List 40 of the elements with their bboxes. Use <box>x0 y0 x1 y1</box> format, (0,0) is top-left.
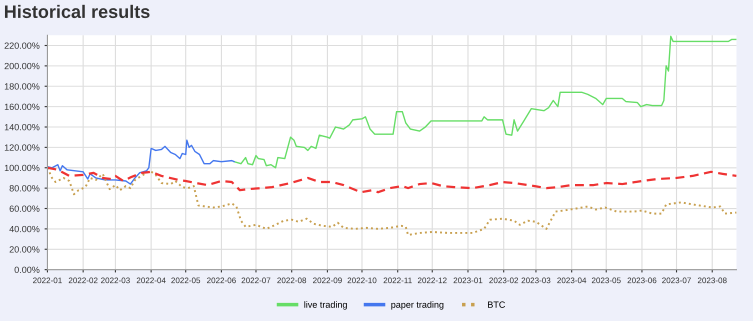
line-series <box>47 140 235 185</box>
y-tick-label: 40.00% <box>9 226 40 232</box>
x-tick-label: 2023-02 <box>489 277 518 284</box>
y-tick-label: 100.00% <box>4 164 40 172</box>
x-tick-label: 2022-06 <box>207 277 236 284</box>
y-tick-label: 0.00% <box>14 266 40 273</box>
x-tick-label: 2023-06 <box>628 277 656 284</box>
y-tick-label: 200.00% <box>4 62 40 70</box>
legend-label: live trading <box>304 301 347 310</box>
y-tick-label: 160.00% <box>4 104 40 110</box>
y-tick-label: 120.00% <box>4 144 40 151</box>
x-tick-label: 2023-01 <box>454 277 482 284</box>
x-tick-label: 2023-08 <box>698 277 727 284</box>
line-series <box>233 36 736 168</box>
x-tick-label: 2023-07 <box>662 277 691 284</box>
legend-label: BTC <box>488 301 506 308</box>
x-tick-label: 2023-05 <box>592 277 621 284</box>
x-tick-label: 2022-11 <box>384 277 412 284</box>
line-series <box>47 166 736 194</box>
x-tick-label: 2022-02 <box>68 277 98 284</box>
x-tick-label: 2022-04 <box>136 277 166 284</box>
x-tick-label: 2023-03 <box>522 277 550 284</box>
y-tick-label: 80.00% <box>10 185 40 192</box>
y-tick-label: 60.00% <box>10 205 40 212</box>
y-tick-label: 180.00% <box>4 83 40 90</box>
x-tick-label: 2022-10 <box>348 277 376 284</box>
x-tick-label: 2022-01 <box>33 277 62 284</box>
y-tick-label: 220.00% <box>4 42 40 49</box>
x-tick-label: 2022-03 <box>101 277 130 284</box>
x-tick-label: 2022-09 <box>313 277 342 284</box>
x-tick-label: 2022-12 <box>418 277 447 284</box>
line-series <box>47 166 736 236</box>
y-tick-label: 140.00% <box>4 124 40 130</box>
x-tick-label: 2022-07 <box>242 277 270 284</box>
legend-label: paper trading <box>391 301 444 310</box>
x-tick-label: 2022-08 <box>277 277 306 284</box>
x-tick-label: 2022-05 <box>171 277 200 284</box>
y-tick-label: 20.00% <box>10 246 40 253</box>
x-tick-label: 2023-04 <box>557 277 586 284</box>
chart-title: Historical results <box>4 4 150 18</box>
